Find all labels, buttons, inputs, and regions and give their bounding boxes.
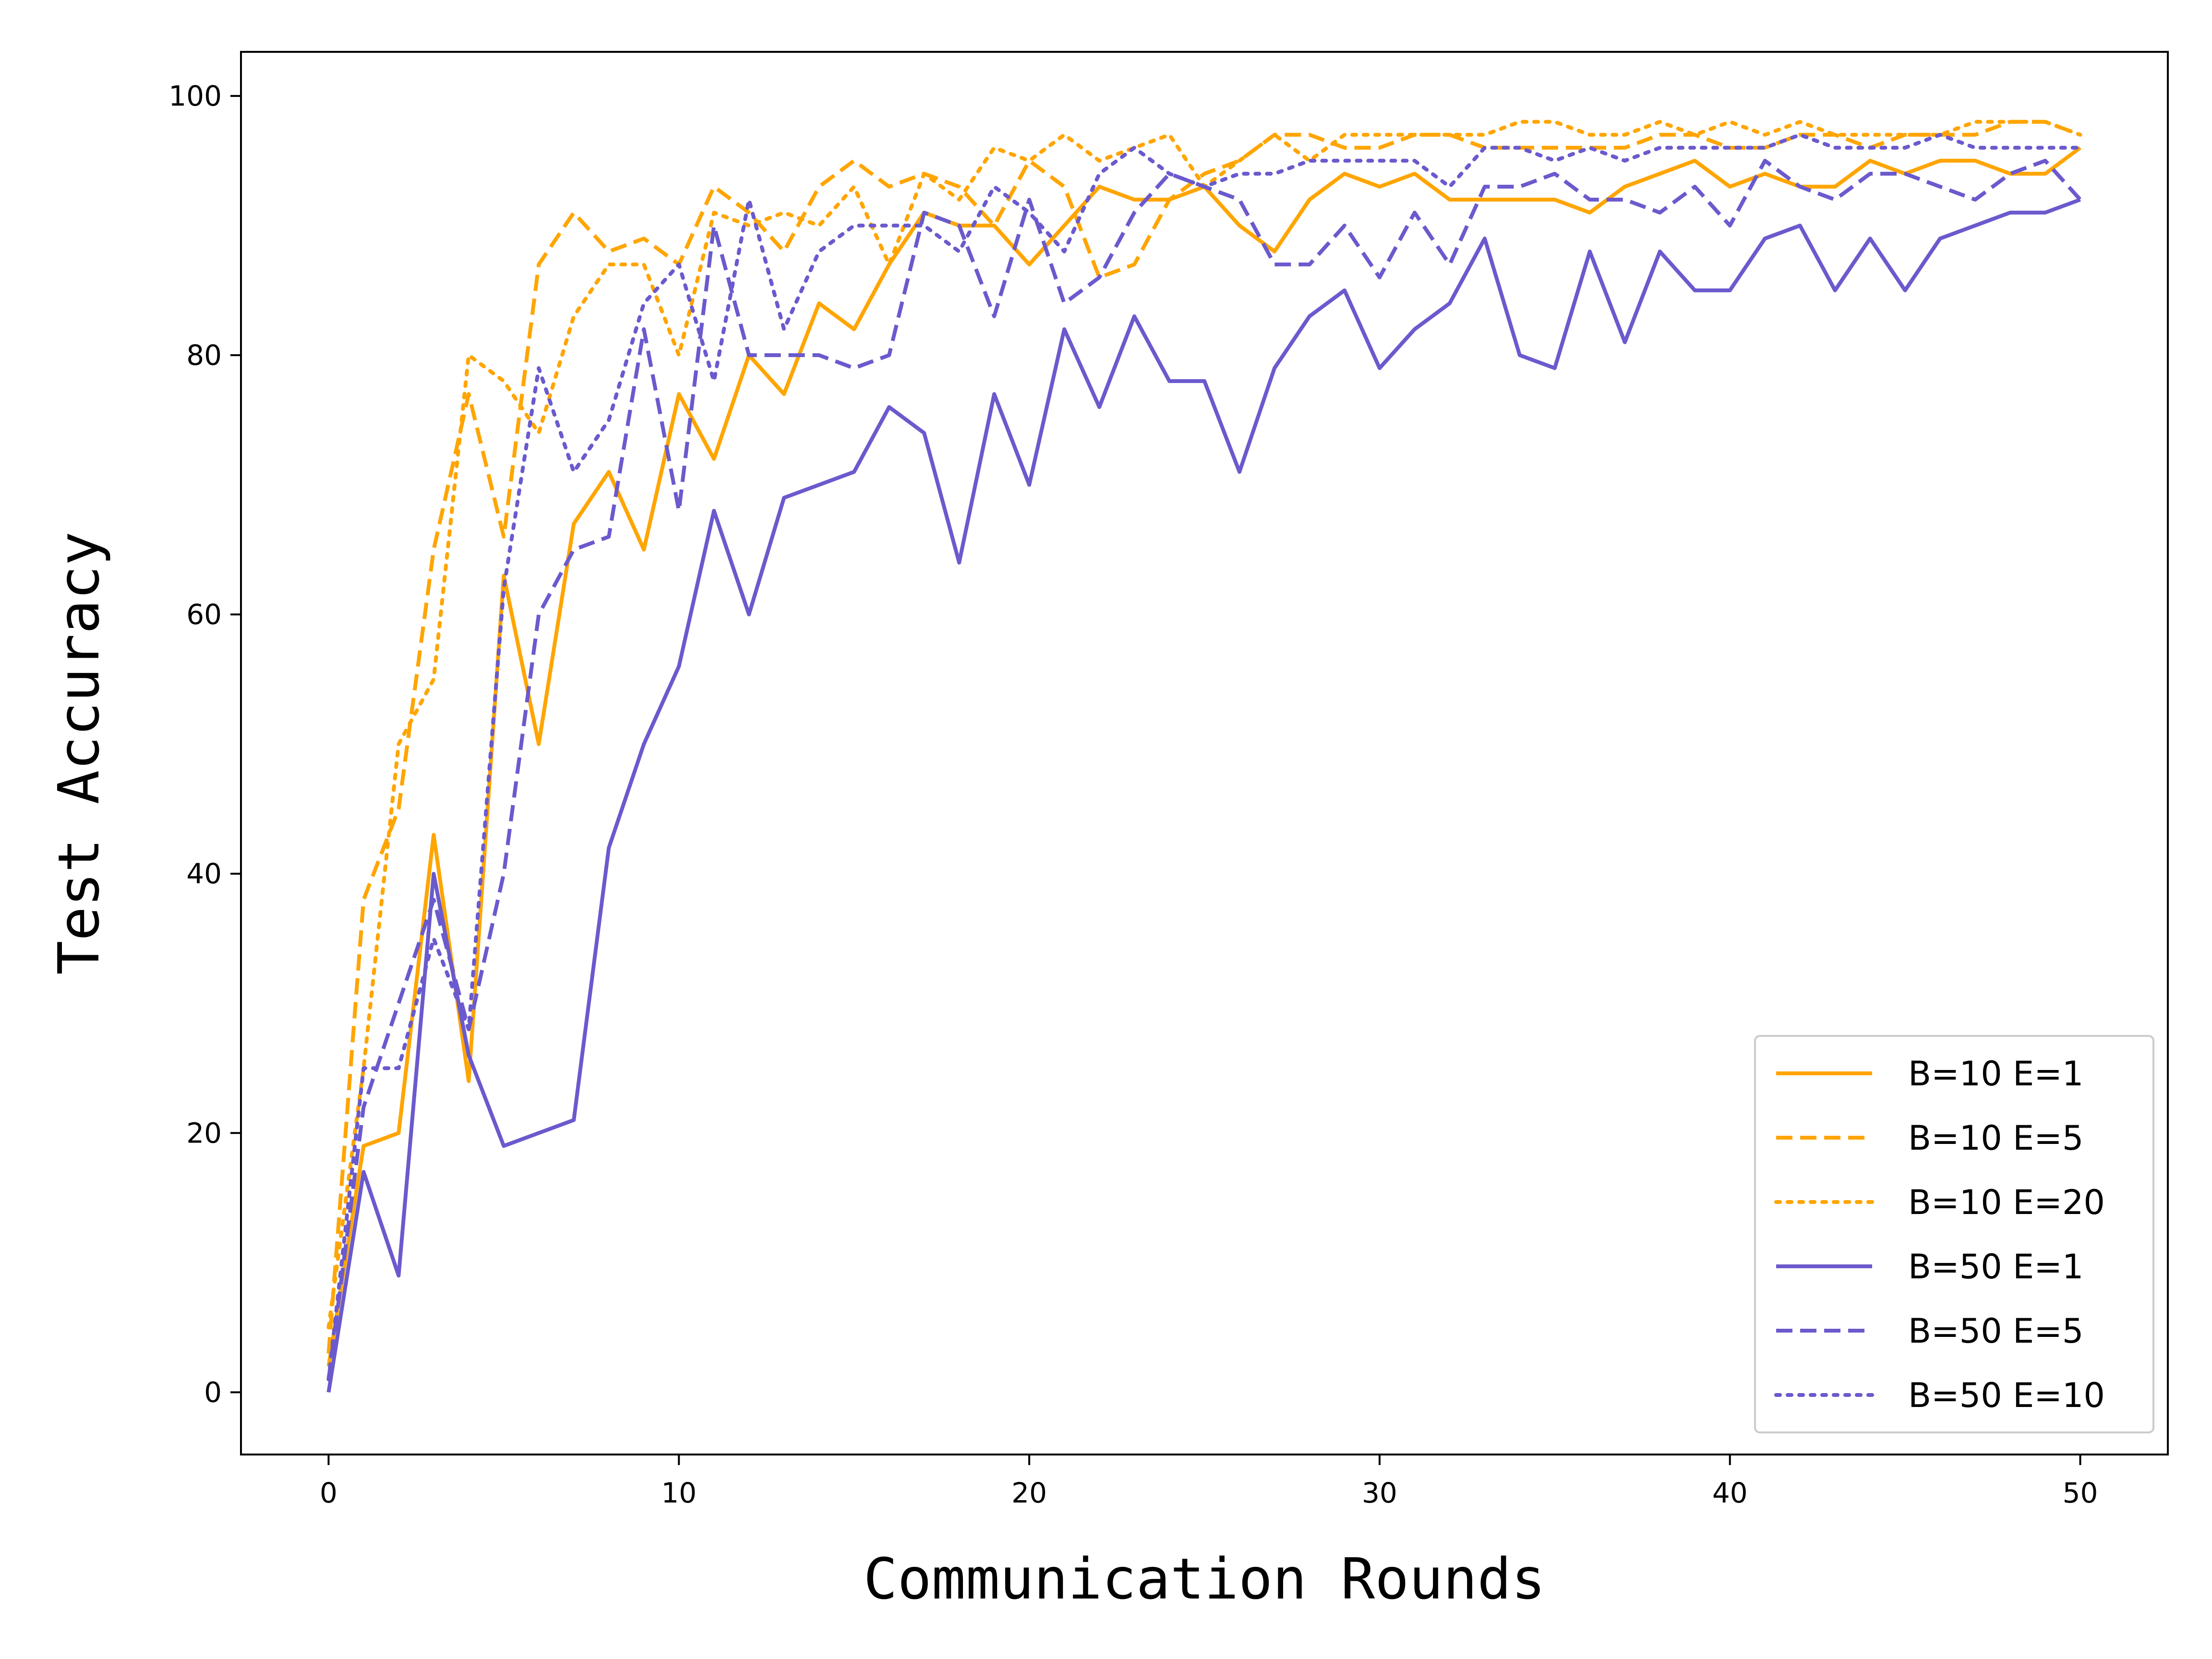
- x-tick-label: 10: [661, 1477, 697, 1509]
- legend-label-3: B=10 E=20: [1908, 1183, 2105, 1222]
- y-tick-label: 40: [186, 857, 222, 890]
- series-line-2: [326, 120, 2081, 1354]
- legend: B=10 E=1 B=10 E=5 B=10 E=20 B=50 E=1 B=50 E=…: [1754, 1035, 2154, 1433]
- x-tick-label: 0: [320, 1477, 337, 1509]
- legend-label-5: B=50 E=5: [1908, 1311, 2083, 1351]
- plot-frame: [240, 51, 2169, 1455]
- x-tick-label: 50: [2063, 1477, 2098, 1509]
- legend-label-1: B=10 E=1: [1908, 1054, 2083, 1094]
- series-line-4: [326, 198, 2081, 1393]
- series-layer: [326, 120, 2082, 1393]
- y-tick-label: 60: [186, 598, 222, 631]
- legend-label-4: B=50 E=1: [1908, 1247, 2083, 1286]
- x-axis: 0 10 20 30 40 50: [320, 1455, 2098, 1509]
- series-line-6: [326, 132, 2082, 1382]
- legend-label-6: B=50 E=10: [1908, 1376, 2105, 1415]
- legend-frame: [1754, 1035, 2154, 1433]
- x-axis-title: Communication Rounds: [864, 1546, 1546, 1612]
- y-tick-label: 20: [186, 1117, 222, 1149]
- x-tick-label: 20: [1011, 1477, 1047, 1509]
- y-tick-label: 80: [186, 339, 222, 372]
- y-tick-label: 100: [168, 80, 222, 112]
- x-tick-label: 40: [1712, 1477, 1748, 1509]
- y-tick-label: 0: [204, 1376, 222, 1408]
- y-axis: 0 20 40 60 80 100: [168, 80, 241, 1408]
- x-tick-label: 30: [1362, 1477, 1397, 1509]
- legend-label-2: B=10 E=5: [1908, 1118, 2083, 1158]
- y-axis-title: Test Accuracy: [46, 531, 112, 975]
